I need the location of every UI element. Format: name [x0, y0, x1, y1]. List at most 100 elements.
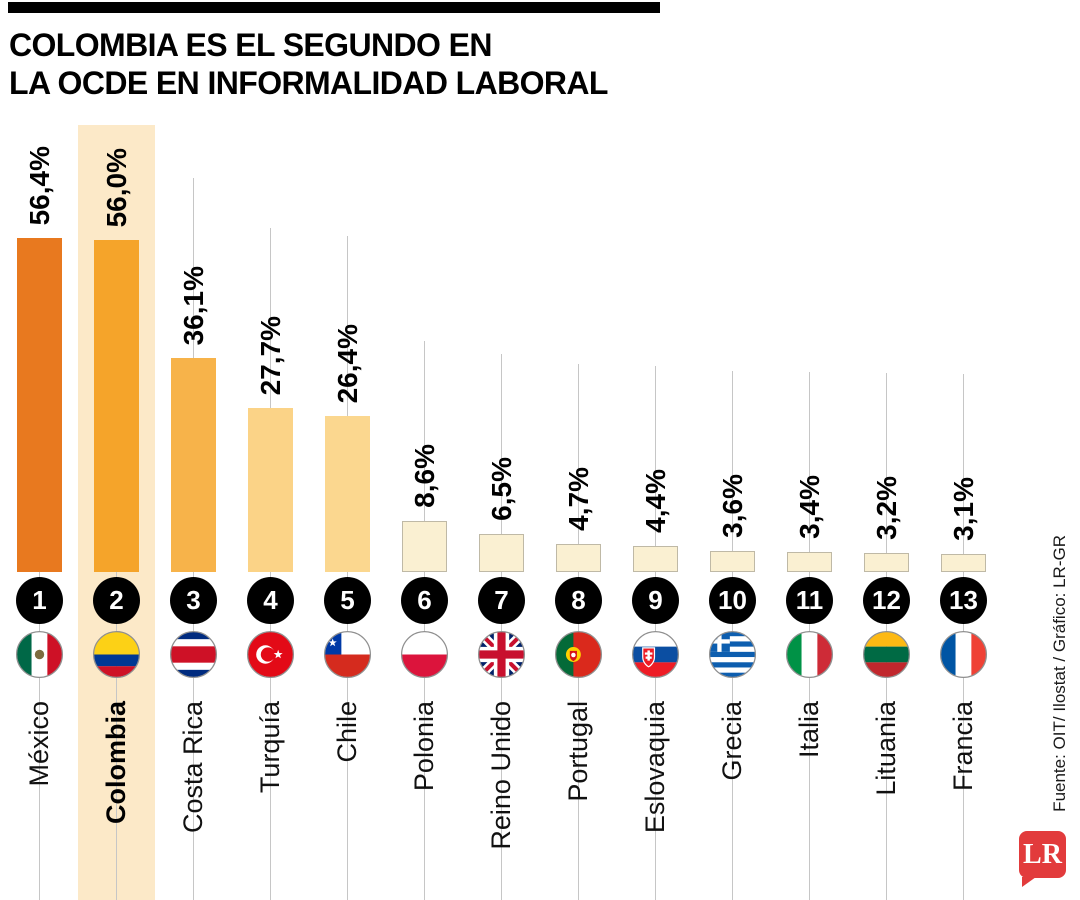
chart-column-francia: 3,1% 13 Francia — [925, 125, 1002, 900]
bar-portugal — [556, 544, 601, 572]
bar-value-text: 26,4% — [331, 323, 363, 403]
country-label: México — [1, 701, 78, 787]
country-name-text: Lituania — [871, 701, 901, 796]
rank-badge: 11 — [786, 577, 833, 624]
country-name-text: Costa Rica — [178, 701, 208, 834]
bar-value-label: 8,6% — [386, 444, 463, 508]
rank-badge: 6 — [401, 577, 448, 624]
country-label: Chile — [309, 701, 386, 763]
chart-column-eslovaquia: 4,4% 9 Eslovaquia — [617, 125, 694, 900]
country-label: Polonia — [386, 701, 463, 791]
rank-badge: 3 — [170, 577, 217, 624]
bar-value-text: 4,7% — [562, 467, 594, 531]
bar-value-text: 27,7% — [254, 315, 286, 395]
chart-column-chile: 26,4% 5 Chile — [309, 125, 386, 900]
country-name-text: Turquía — [255, 701, 285, 794]
colombia-flag-icon — [93, 631, 140, 678]
chart-column-lituania: 3,2% 12 Lituania — [848, 125, 925, 900]
costa-rica-flag-icon — [170, 631, 217, 678]
poland-flag-icon — [401, 631, 448, 678]
bar-value-text: 3,1% — [947, 477, 979, 541]
title-line-1: COLOMBIA ES EL SEGUNDO EN — [9, 27, 492, 63]
country-name-text: Reino Unido — [486, 701, 516, 850]
country-label: Italia — [771, 701, 848, 758]
bar-value-text: 36,1% — [177, 265, 209, 345]
bar-value-text: 4,4% — [639, 469, 671, 533]
rank-badge: 9 — [632, 577, 679, 624]
bar-chart: 56,4% 1 México 56,0% 2 Colombia 36,1% 3 … — [1, 125, 1002, 900]
page-title: COLOMBIA ES EL SEGUNDO EN LA OCDE EN INF… — [9, 26, 608, 102]
title-line-2: LA OCDE EN INFORMALIDAD LABORAL — [9, 65, 608, 101]
rank-badge: 10 — [709, 577, 756, 624]
bar-value-text: 56,4% — [23, 145, 55, 225]
chart-column-portugal: 4,7% 8 Portugal — [540, 125, 617, 900]
bar-costa-rica — [171, 358, 216, 572]
bar-mexico — [17, 238, 62, 572]
rank-badge: 13 — [940, 577, 987, 624]
rank-badge: 5 — [324, 577, 371, 624]
rank-badge: 7 — [478, 577, 525, 624]
bar-italia — [787, 552, 832, 572]
country-label: Portugal — [540, 701, 617, 802]
bar-value-text: 8,6% — [408, 444, 440, 508]
bar-eslovaquia — [633, 546, 678, 572]
lithuania-flag-icon — [863, 631, 910, 678]
bar-francia — [941, 554, 986, 572]
italy-flag-icon — [786, 631, 833, 678]
country-label: Grecia — [694, 701, 771, 781]
country-name-text: Grecia — [717, 701, 747, 781]
chile-flag-icon — [324, 631, 371, 678]
bar-value-label: 3,6% — [694, 474, 771, 538]
country-label: Colombia — [78, 701, 155, 824]
rank-badge: 8 — [555, 577, 602, 624]
bar-value-label: 3,4% — [771, 475, 848, 539]
country-name-text: Chile — [332, 701, 362, 763]
lr-logo: LR — [1019, 831, 1066, 887]
country-label: Eslovaquia — [617, 701, 694, 833]
rank-badge: 4 — [247, 577, 294, 624]
bar-value-label: 36,1% — [155, 266, 232, 345]
chart-column-colombia: 56,0% 2 Colombia — [78, 125, 155, 900]
bar-value-label: 3,2% — [848, 476, 925, 540]
bar-value-label: 4,4% — [617, 469, 694, 533]
country-label: Turquía — [232, 701, 309, 793]
bar-value-label: 26,4% — [309, 324, 386, 403]
bar-value-text: 6,5% — [485, 457, 517, 521]
chart-column-turquia: 27,7% 4 Turquía — [232, 125, 309, 900]
greece-flag-icon — [709, 631, 756, 678]
lr-logo-text: LR — [1023, 838, 1062, 870]
lr-logo-tail — [1022, 877, 1036, 887]
column-guide-line — [501, 354, 502, 900]
chart-column-italia: 3,4% 11 Italia — [771, 125, 848, 900]
bar-colombia — [94, 240, 139, 572]
bar-value-label: 6,5% — [463, 457, 540, 521]
bar-value-label: 4,7% — [540, 467, 617, 531]
country-name-text: Eslovaquia — [640, 701, 670, 834]
slovakia-flag-icon — [632, 631, 679, 678]
bar-turquia — [248, 408, 293, 572]
country-name-text: Italia — [794, 701, 824, 759]
rank-badge: 2 — [93, 577, 140, 624]
country-name-text: Francia — [948, 701, 978, 792]
country-name-text: Portugal — [563, 701, 593, 802]
bar-value-label: 56,4% — [1, 146, 78, 225]
rank-badge: 1 — [16, 577, 63, 624]
bar-value-label: 56,0% — [78, 148, 155, 227]
chart-column-reino-unido: 6,5% 7 Reino Unido — [463, 125, 540, 900]
chart-column-polonia: 8,6% 6 Polonia — [386, 125, 463, 900]
top-rule — [8, 2, 660, 13]
bar-value-text: 3,2% — [870, 476, 902, 540]
country-name-text: Polonia — [409, 701, 439, 792]
country-label: Lituania — [848, 701, 925, 796]
bar-polonia — [402, 521, 447, 572]
bar-lituania — [864, 553, 909, 572]
bar-reino-unido — [479, 534, 524, 572]
turkey-flag-icon — [247, 631, 294, 678]
rank-badge: 12 — [863, 577, 910, 624]
country-label: Reino Unido — [463, 701, 540, 850]
bar-grecia — [710, 551, 755, 572]
uk-flag-icon — [478, 631, 525, 678]
chart-column-grecia: 3,6% 10 Grecia — [694, 125, 771, 900]
country-label: Francia — [925, 701, 1002, 791]
chart-column-mexico: 56,4% 1 México — [1, 125, 78, 900]
